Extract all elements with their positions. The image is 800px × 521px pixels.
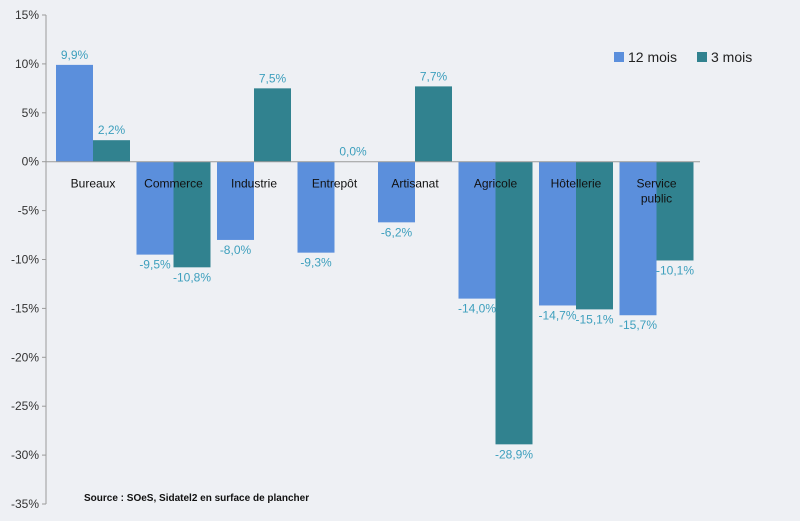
y-tick-label: -30% bbox=[11, 448, 39, 462]
y-axis: 15% 10% 5% 0% -5% -10% -15% -20% -25% -30% -35% bbox=[11, 8, 47, 511]
y-tick-label: 5% bbox=[22, 106, 40, 120]
bar-12-mois bbox=[539, 161, 576, 306]
data-label: -6,2% bbox=[381, 225, 413, 239]
bar-3-mois bbox=[93, 140, 130, 162]
bar-3-mois bbox=[495, 161, 533, 445]
data-label: -9,5% bbox=[139, 258, 171, 272]
category-label: Agricole bbox=[474, 177, 518, 191]
category-label: Entrepôt bbox=[312, 177, 358, 191]
data-label: -10,1% bbox=[656, 263, 694, 277]
legend-label: 3 mois bbox=[711, 49, 752, 65]
category-label: Artisanat bbox=[391, 177, 439, 191]
data-labels: 9,9%-9,5%-8,0%-9,3%-6,2%-14,0% -14,7%-15,… bbox=[61, 48, 695, 461]
bar-3-mois bbox=[173, 161, 211, 268]
data-label: -15,1% bbox=[575, 312, 613, 326]
data-label: 2,2% bbox=[98, 123, 126, 137]
bar-12-mois bbox=[458, 161, 496, 299]
bar-3-mois bbox=[656, 161, 694, 261]
y-tick-label: 15% bbox=[15, 8, 39, 22]
data-label: -15,7% bbox=[619, 318, 657, 332]
category-label: Hôtellerie bbox=[551, 177, 602, 191]
category-label: Commerce bbox=[144, 177, 203, 191]
bar-3-mois bbox=[254, 88, 291, 162]
data-label: 9,9% bbox=[61, 48, 89, 62]
data-label: -8,0% bbox=[220, 243, 252, 257]
data-label: -14,7% bbox=[538, 308, 576, 322]
data-label: -14,0% bbox=[458, 302, 496, 316]
legend-label: 12 mois bbox=[628, 49, 677, 65]
data-label: -10,8% bbox=[173, 270, 211, 284]
data-label: 7,7% bbox=[420, 69, 448, 83]
legend-swatch bbox=[614, 52, 624, 62]
bar-12-mois bbox=[297, 161, 335, 253]
y-tick-label: -35% bbox=[11, 497, 39, 511]
y-tick-label: -20% bbox=[11, 350, 39, 364]
category-label: public bbox=[641, 192, 672, 206]
y-tick-label: 0% bbox=[22, 155, 40, 169]
category-labels: Bureaux Commerce Industrie Entrepôt Artisana… bbox=[71, 177, 677, 206]
legend: 12 mois 3 mois bbox=[614, 49, 752, 65]
bar-12-mois bbox=[619, 161, 657, 316]
bar-12-mois bbox=[378, 161, 415, 223]
y-tick-label: -10% bbox=[11, 253, 39, 267]
data-label: -9,3% bbox=[300, 256, 332, 270]
bars bbox=[56, 64, 694, 445]
category-label: Service bbox=[636, 177, 676, 191]
bar-12-mois bbox=[217, 161, 254, 240]
y-tick-label: -5% bbox=[18, 204, 40, 218]
bar-12-mois bbox=[56, 64, 93, 162]
bar-3-mois bbox=[576, 161, 613, 310]
y-tick-label: 10% bbox=[15, 57, 39, 71]
legend-swatch bbox=[697, 52, 707, 62]
category-label: Industrie bbox=[231, 177, 277, 191]
bar-3-mois bbox=[415, 86, 452, 162]
y-tick-label: -25% bbox=[11, 399, 39, 413]
category-label: Bureaux bbox=[71, 177, 116, 191]
data-label: 7,5% bbox=[259, 71, 287, 85]
y-tick-label: -15% bbox=[11, 301, 39, 315]
data-label: -28,9% bbox=[495, 447, 533, 461]
bar-12-mois bbox=[136, 161, 174, 255]
data-label: 0,0% bbox=[339, 145, 367, 159]
source-note: Source : SOeS, Sidatel2 en surface de pl… bbox=[84, 493, 309, 504]
